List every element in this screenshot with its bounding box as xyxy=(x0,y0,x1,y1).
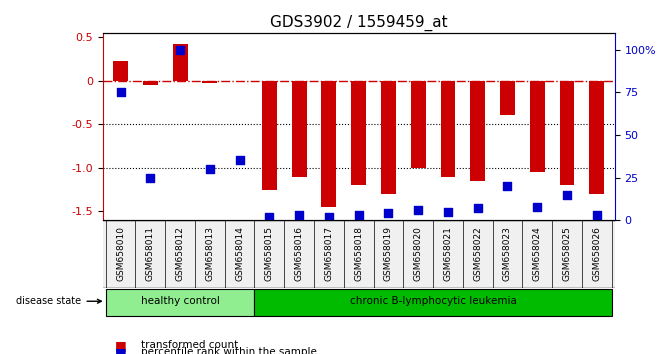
Text: GSM658017: GSM658017 xyxy=(324,227,333,281)
Point xyxy=(205,166,215,172)
Bar xyxy=(113,61,128,81)
Text: GSM658021: GSM658021 xyxy=(444,227,452,281)
Text: GSM658020: GSM658020 xyxy=(414,227,423,281)
Bar xyxy=(381,81,396,194)
Text: GSM658014: GSM658014 xyxy=(235,227,244,281)
Bar xyxy=(172,44,187,81)
Bar xyxy=(143,81,158,85)
Title: GDS3902 / 1559459_at: GDS3902 / 1559459_at xyxy=(270,15,448,31)
Text: GSM658011: GSM658011 xyxy=(146,227,155,281)
Bar xyxy=(441,81,456,177)
Point xyxy=(264,214,274,219)
Bar xyxy=(560,81,574,185)
Text: GSM658016: GSM658016 xyxy=(295,227,304,281)
Text: GSM658019: GSM658019 xyxy=(384,227,393,281)
Point xyxy=(443,209,454,215)
Bar xyxy=(292,81,307,177)
Text: GSM658024: GSM658024 xyxy=(533,227,541,281)
Text: ■: ■ xyxy=(115,339,127,352)
Text: GSM658015: GSM658015 xyxy=(265,227,274,281)
Text: GSM658026: GSM658026 xyxy=(592,227,601,281)
Point xyxy=(532,204,543,209)
Text: healthy control: healthy control xyxy=(141,296,219,306)
FancyBboxPatch shape xyxy=(105,289,254,316)
Point xyxy=(413,207,423,213)
Bar xyxy=(411,81,425,168)
Text: percentile rank within the sample: percentile rank within the sample xyxy=(141,347,317,354)
Text: GSM658013: GSM658013 xyxy=(205,227,214,281)
Text: GSM658010: GSM658010 xyxy=(116,227,125,281)
Bar xyxy=(500,81,515,115)
Bar xyxy=(351,81,366,185)
Point xyxy=(234,158,245,163)
Bar xyxy=(470,81,485,181)
Text: GSM658022: GSM658022 xyxy=(473,227,482,281)
Text: GSM658012: GSM658012 xyxy=(176,227,185,281)
Text: disease state: disease state xyxy=(16,296,101,306)
Text: transformed count: transformed count xyxy=(141,340,238,350)
Point xyxy=(294,212,305,218)
Point xyxy=(354,212,364,218)
Bar xyxy=(321,81,336,207)
Bar xyxy=(589,81,604,194)
Text: GSM658025: GSM658025 xyxy=(562,227,572,281)
Text: GSM658023: GSM658023 xyxy=(503,227,512,281)
Text: GSM658018: GSM658018 xyxy=(354,227,363,281)
Point xyxy=(145,175,156,181)
FancyBboxPatch shape xyxy=(254,289,612,316)
Point xyxy=(174,47,185,52)
Text: ■: ■ xyxy=(115,346,127,354)
Point xyxy=(115,90,126,95)
Point xyxy=(502,183,513,189)
Text: chronic B-lymphocytic leukemia: chronic B-lymphocytic leukemia xyxy=(350,296,517,306)
Point xyxy=(562,192,572,198)
Point xyxy=(472,205,483,211)
Point xyxy=(383,211,394,216)
Point xyxy=(323,214,334,219)
Point xyxy=(591,212,602,218)
Bar xyxy=(262,81,277,190)
Bar xyxy=(530,81,545,172)
Bar xyxy=(203,81,217,83)
